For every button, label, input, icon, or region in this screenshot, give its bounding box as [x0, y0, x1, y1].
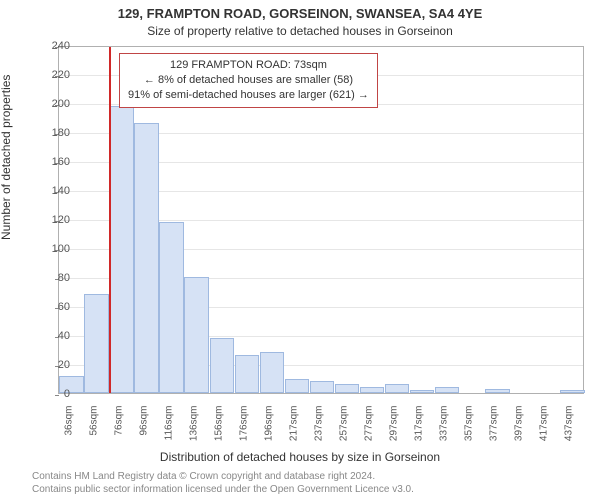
xtick-label: 257sqm: [339, 406, 350, 456]
histogram-bar: [560, 390, 585, 393]
histogram-bar: [109, 106, 134, 393]
xtick-label: 116sqm: [163, 406, 174, 456]
chart-container: 129, FRAMPTON ROAD, GORSEINON, SWANSEA, …: [0, 0, 600, 500]
histogram-bar: [385, 384, 410, 393]
xtick-label: 317sqm: [414, 406, 425, 456]
ytick-label: 120: [36, 214, 70, 226]
histogram-bar: [435, 387, 460, 393]
page-subtitle: Size of property relative to detached ho…: [0, 24, 600, 38]
histogram-bar: [159, 222, 184, 393]
xtick-label: 56sqm: [88, 406, 99, 456]
xtick-label: 36sqm: [63, 406, 74, 456]
histogram-bar: [184, 277, 209, 393]
annotation-box: 129 FRAMPTON ROAD: 73sqm ← 8% of detache…: [119, 53, 378, 108]
ytick-label: 60: [36, 301, 70, 313]
histogram-bar: [410, 390, 435, 393]
histogram-bar: [285, 379, 310, 394]
histogram-bar: [134, 123, 159, 393]
plot-area: 129 FRAMPTON ROAD: 73sqm ← 8% of detache…: [58, 46, 584, 394]
annotation-line-2: ← 8% of detached houses are smaller (58): [128, 73, 369, 88]
annotation-line-3: 91% of semi-detached houses are larger (…: [128, 88, 369, 103]
xtick-label: 377sqm: [489, 406, 500, 456]
ytick-label: 100: [36, 243, 70, 255]
histogram-bar: [485, 389, 510, 393]
xtick-label: 196sqm: [263, 406, 274, 456]
histogram-bar: [210, 338, 235, 393]
ytick-label: 0: [36, 388, 70, 400]
xtick-label: 76sqm: [113, 406, 124, 456]
ytick-label: 240: [36, 40, 70, 52]
page-title: 129, FRAMPTON ROAD, GORSEINON, SWANSEA, …: [0, 6, 600, 21]
ytick-label: 80: [36, 272, 70, 284]
xtick-label: 357sqm: [464, 406, 475, 456]
footer-line-1: Contains HM Land Registry data © Crown c…: [32, 471, 590, 484]
xtick-label: 277sqm: [364, 406, 375, 456]
histogram-bar: [335, 384, 360, 393]
histogram-bar: [310, 381, 335, 393]
annotation-line-1: 129 FRAMPTON ROAD: 73sqm: [128, 58, 369, 73]
footer-line-2: Contains public sector information licen…: [32, 484, 590, 497]
ytick-label: 220: [36, 69, 70, 81]
reference-line: [109, 47, 111, 393]
ytick-label: 20: [36, 359, 70, 371]
xtick-label: 297sqm: [389, 406, 400, 456]
xtick-label: 417sqm: [539, 406, 550, 456]
xtick-label: 437sqm: [564, 406, 575, 456]
ytick-label: 140: [36, 185, 70, 197]
xtick-label: 136sqm: [188, 406, 199, 456]
ytick-label: 200: [36, 98, 70, 110]
footer: Contains HM Land Registry data © Crown c…: [32, 471, 590, 496]
ytick-label: 40: [36, 330, 70, 342]
ytick-label: 160: [36, 156, 70, 168]
xtick-label: 337sqm: [439, 406, 450, 456]
xtick-label: 176sqm: [238, 406, 249, 456]
histogram-bar: [260, 352, 285, 393]
y-axis-label: Number of detached properties: [0, 75, 13, 240]
histogram-bar: [235, 355, 260, 393]
histogram-bar: [84, 294, 109, 393]
xtick-label: 96sqm: [138, 406, 149, 456]
histogram-bar: [360, 387, 385, 393]
xtick-label: 217sqm: [288, 406, 299, 456]
xtick-label: 397sqm: [514, 406, 525, 456]
xtick-label: 156sqm: [213, 406, 224, 456]
xtick-label: 237sqm: [314, 406, 325, 456]
ytick-label: 180: [36, 127, 70, 139]
